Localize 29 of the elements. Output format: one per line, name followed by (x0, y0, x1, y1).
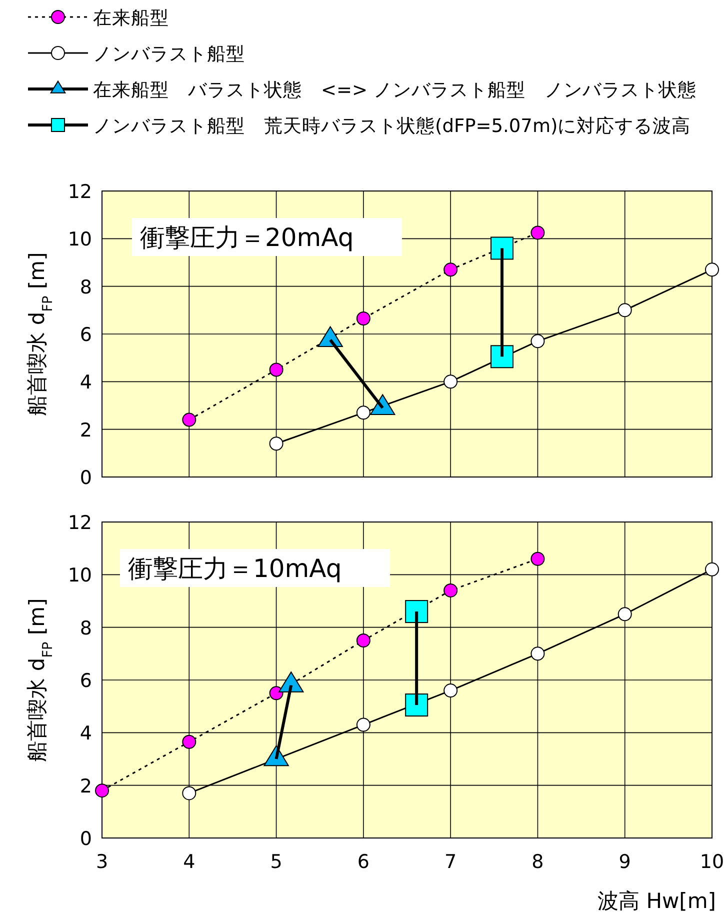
legend-label: 在来船型 (93, 8, 169, 29)
legend-label: ノンバラスト船型 (93, 44, 245, 65)
y-tick-label: 0 (80, 467, 92, 489)
y-tick-label: 10 (68, 228, 92, 251)
y-tick-label: 2 (80, 419, 92, 442)
x-tick-label: 7 (444, 851, 457, 873)
x-tick-label: 3 (96, 851, 108, 873)
y-tick-label: 6 (80, 670, 92, 692)
x-tick-label: 9 (618, 851, 631, 873)
y-tick-label: 10 (68, 564, 92, 587)
y-tick-label: 6 (80, 324, 92, 346)
y-tick-label: 0 (80, 828, 92, 850)
x-tick-label: 8 (532, 851, 544, 873)
y-tick-label: 4 (80, 722, 92, 745)
y-tick-label: 12 (68, 181, 92, 203)
annotation: 衝撃圧力＝10mAq (128, 554, 342, 583)
x-tick-label: 10 (700, 851, 724, 873)
legend-label: ノンバラスト船型 荒天時バラスト状態(dFP=5.07m)に対応する波高 (93, 115, 691, 137)
x-tick-label: 6 (357, 851, 370, 873)
annotation: 衝撃圧力＝20mAq (140, 223, 354, 252)
y-tick-label: 12 (68, 512, 92, 534)
x-tick-label: 4 (183, 851, 196, 873)
x-tick-label: 5 (270, 851, 282, 873)
y-tick-label: 8 (80, 276, 92, 298)
y-tick-label: 4 (80, 372, 92, 394)
y-tick-label: 2 (80, 775, 92, 798)
legend-label: 在来船型 バラスト状態 <=> ノンバラスト船型 ノンバラスト状態 (93, 80, 696, 101)
x-axis-title: 波高 Hw[m] (598, 889, 716, 913)
y-tick-label: 8 (80, 617, 92, 640)
